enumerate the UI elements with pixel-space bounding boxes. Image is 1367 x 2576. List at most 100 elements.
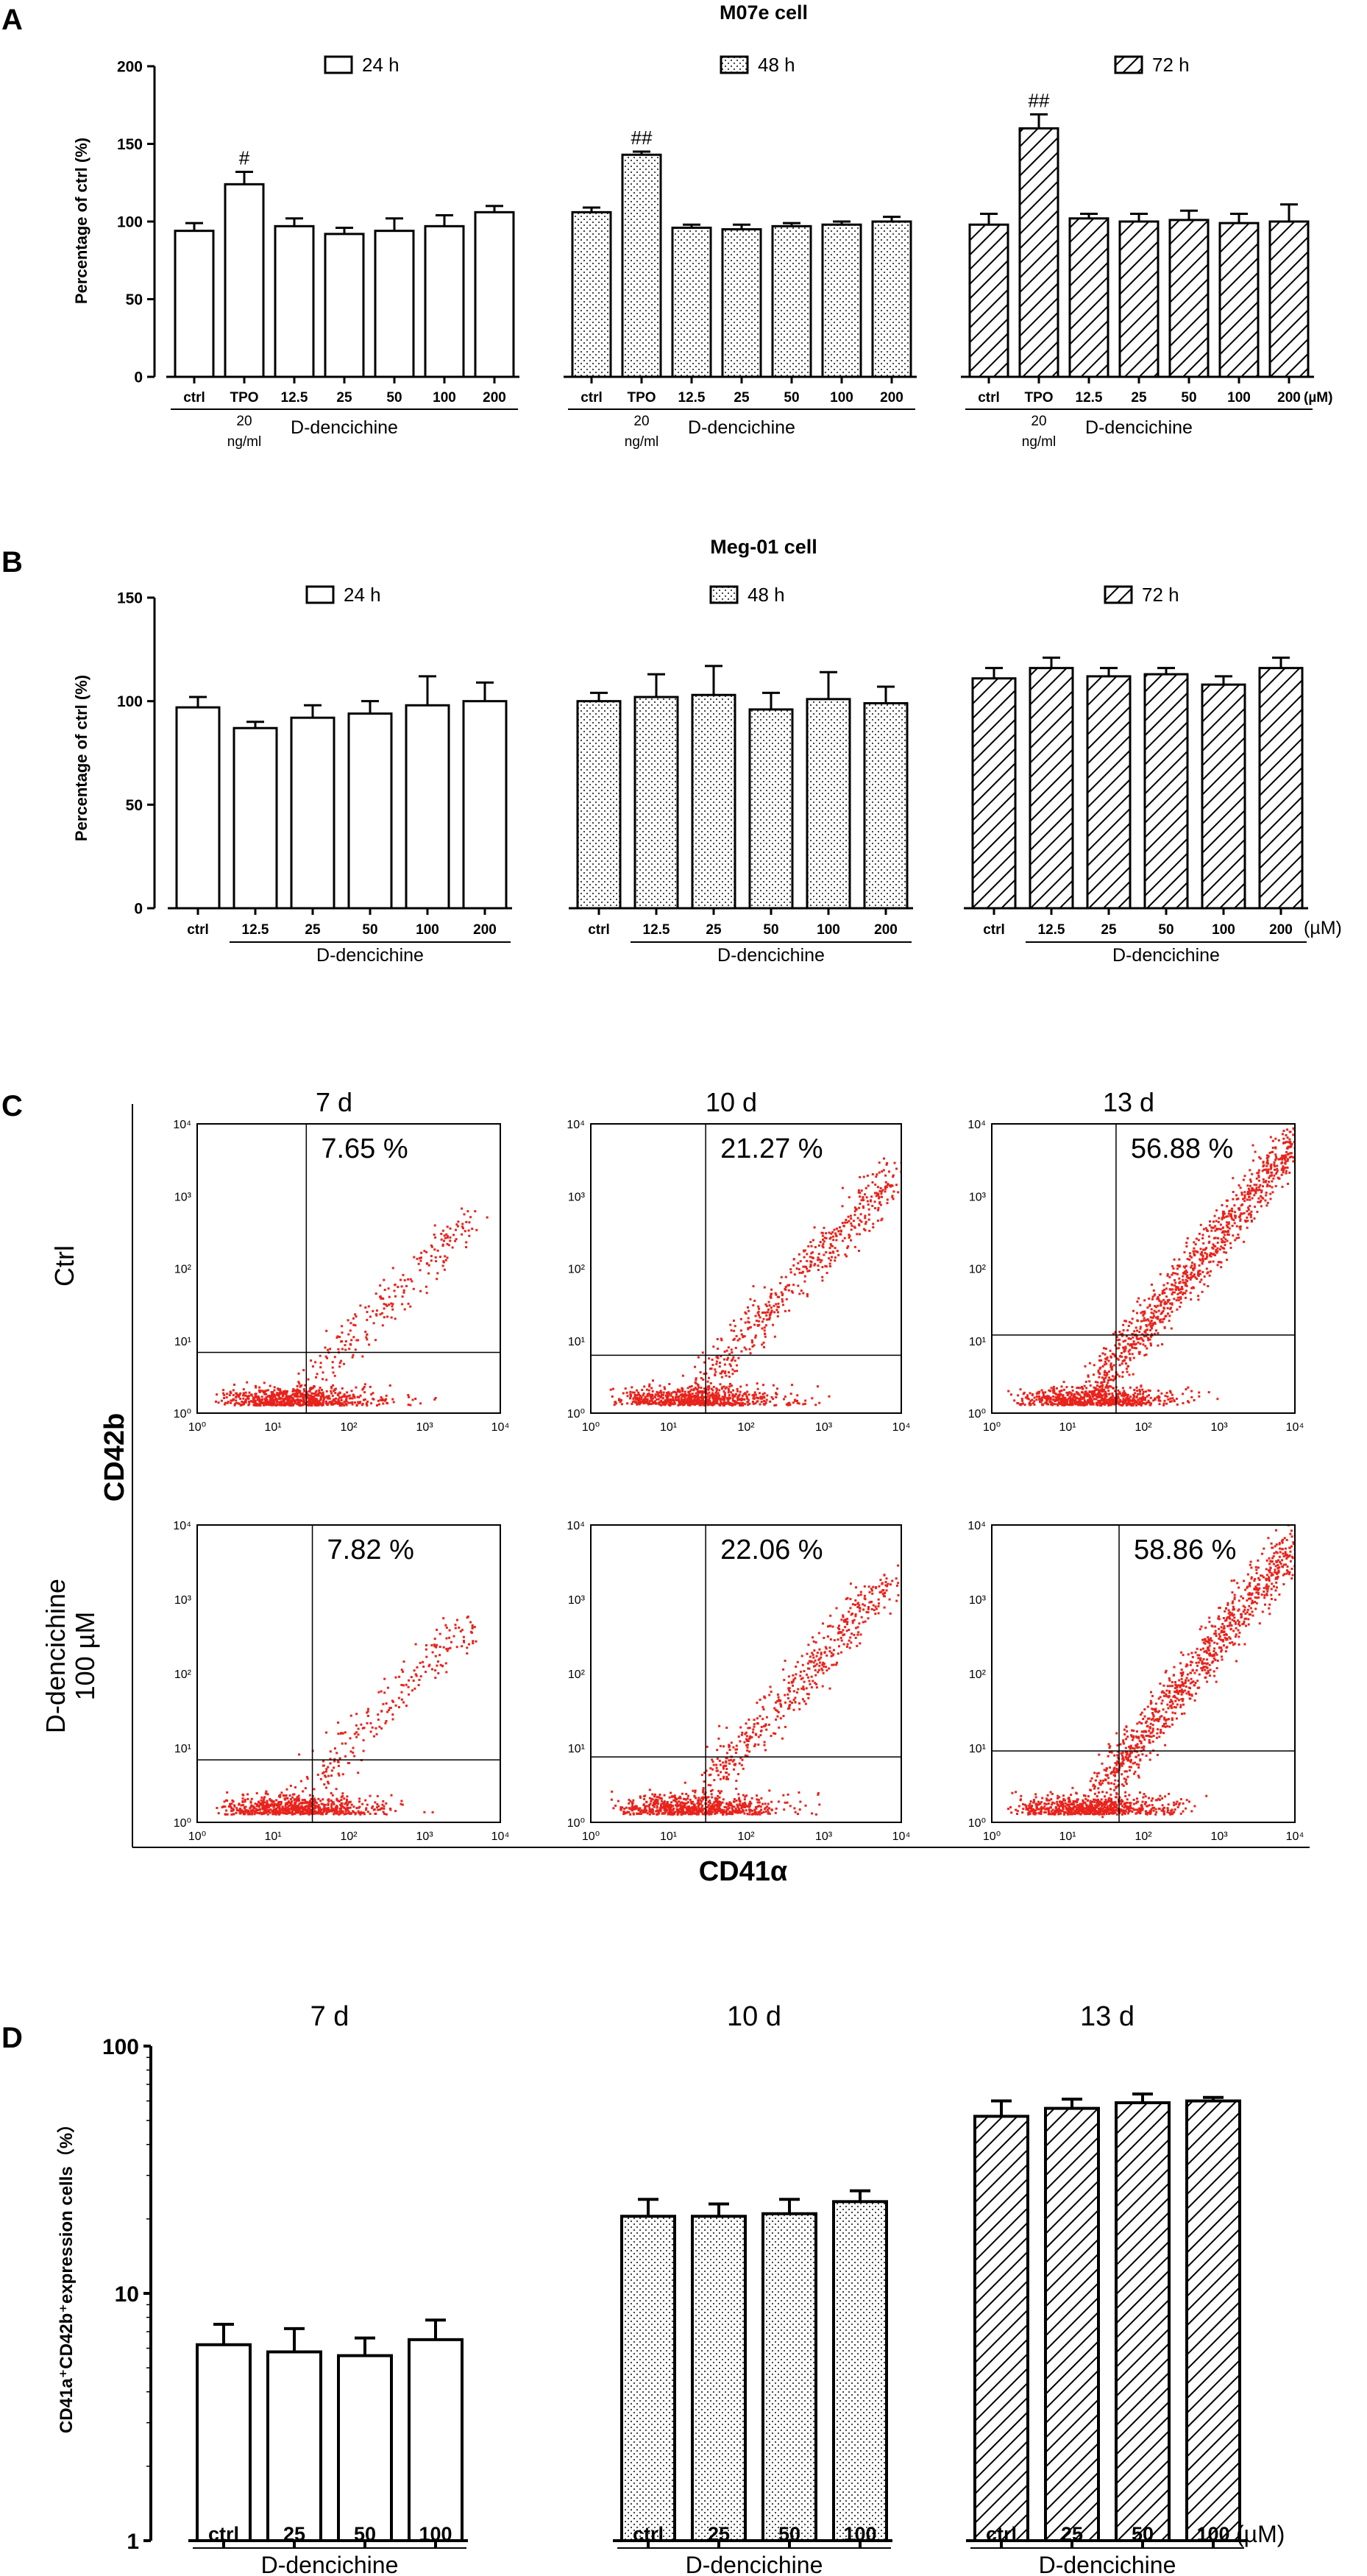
event-dot [339,1732,342,1735]
event-dot [730,1348,733,1351]
event-dot [304,1787,307,1790]
event-dot [288,1794,291,1797]
event-dot [222,1389,225,1392]
event-dot [427,1665,430,1668]
event-dot [1065,1391,1068,1394]
event-dot [291,1807,294,1810]
event-dot [734,1346,737,1349]
event-dot [764,1335,767,1338]
event-dot [1095,1393,1098,1396]
event-dot [280,1404,283,1406]
event-dot [295,1390,298,1393]
event-dot [1169,1397,1172,1400]
event-dot [383,1316,386,1319]
event-dot [726,1358,728,1361]
scatter-points [216,1616,477,1816]
event-dot [341,1387,344,1390]
event-dot [303,1802,306,1805]
event-dot [820,1259,823,1262]
event-dot [686,1398,689,1401]
event-dot [299,1808,301,1811]
event-dot [1040,1396,1043,1399]
event-dot [384,1399,387,1402]
event-dot [449,1646,452,1649]
event-dot [303,1395,306,1398]
event-dot [877,1194,880,1197]
event-dot [1265,1192,1268,1194]
event-dot [233,1805,236,1808]
event-dot [310,1387,313,1390]
event-dot [363,1383,366,1386]
event-dot [301,1802,304,1805]
event-dot [1178,1264,1181,1267]
event-dot [377,1403,380,1406]
event-dot [374,1801,377,1804]
event-dot [676,1390,679,1393]
event-dot [866,1174,869,1177]
event-dot [763,1326,766,1329]
event-dot [828,1237,831,1240]
event-dot [1084,1380,1087,1383]
event-dot [749,1298,752,1301]
event-dot [340,1359,343,1362]
event-dot [366,1811,369,1814]
panel-label-a: A [1,4,23,36]
event-dot [271,1396,273,1399]
event-dot [327,1780,329,1783]
event-dot [752,1402,755,1405]
event-dot [294,1804,297,1807]
bar [424,224,465,378]
event-dot [666,1399,669,1402]
event-dot [1199,1273,1201,1275]
event-dot [285,1401,288,1404]
event-dot [809,1256,812,1259]
event-dot [1215,1251,1218,1254]
event-dot [335,1401,338,1404]
event-dot [299,1404,302,1406]
event-dot [1216,1398,1219,1401]
event-dot [448,1636,451,1639]
event-dot [648,1400,651,1403]
event-dot [294,1802,296,1805]
event-dot [742,1401,745,1404]
event-dot [1201,1259,1204,1262]
event-dot [294,1401,297,1404]
event-dot [1225,1224,1228,1227]
event-dot [1108,1376,1110,1379]
event-dot [1138,1403,1141,1406]
event-dot [1226,1259,1228,1262]
event-dot [255,1805,258,1808]
event-dot [747,1398,750,1401]
category-label: 50 [1158,922,1174,938]
event-dot [1126,1397,1129,1400]
event-dot [650,1399,653,1402]
event-dot [763,1392,766,1395]
event-dot [1251,1144,1254,1147]
event-dot [291,1800,294,1803]
event-dot [264,1810,267,1813]
event-dot [1085,1387,1088,1390]
event-dot [1109,1385,1112,1388]
event-dot [767,1311,770,1314]
event-dot [647,1389,650,1392]
event-dot [726,1398,729,1401]
event-dot [753,1299,756,1302]
event-dot [1166,1282,1169,1284]
event-dot [814,1262,817,1265]
event-dot [749,1352,752,1355]
event-dot [770,1296,773,1299]
event-dot [1152,1399,1155,1402]
event-dot [1313,1121,1315,1123]
event-dot [1124,1356,1127,1359]
event-dot [279,1401,282,1404]
event-dot [1116,1373,1119,1376]
event-dot [1238,1207,1240,1210]
event-dot [238,1394,241,1397]
event-dot [653,1395,656,1398]
event-dot [369,1794,372,1797]
event-dot [829,1243,832,1245]
event-dot [427,1264,430,1267]
event-dot [1150,1402,1152,1405]
event-dot [747,1306,749,1309]
event-dot [609,1388,612,1391]
